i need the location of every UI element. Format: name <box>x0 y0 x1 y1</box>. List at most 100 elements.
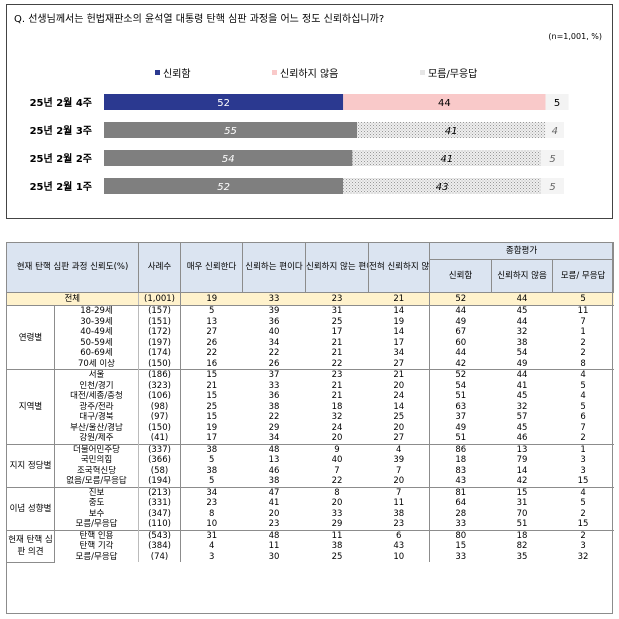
cell-summary-trust: 67 <box>429 327 492 338</box>
cell-summary-unknown: 5 <box>580 380 586 391</box>
row-n: (150) <box>138 422 182 433</box>
row-n: (543) <box>138 529 182 541</box>
cell-summary-unknown: 4 <box>552 486 614 498</box>
row-n: (151) <box>138 316 182 327</box>
cell-very-trust: 15 <box>180 369 243 381</box>
cell-somewhat-distrust: 7 <box>334 465 340 476</box>
row-label: 대전/세종/충청 <box>53 391 139 402</box>
cell-not-at-all: 21 <box>368 369 430 381</box>
cell-summary-distrust: 51 <box>516 519 528 529</box>
cell-very-trust: 38 <box>180 443 243 455</box>
crosstab-table: 현재 탄핵 심판 과정 신뢰도(%) 사례수 매우 신뢰한다 신뢰하는 편이다 … <box>5 242 615 563</box>
bar-unknown <box>541 178 564 194</box>
data-label-distrust: 44 <box>438 98 451 109</box>
cell-summary-unknown: 7 <box>580 316 586 327</box>
bar-trust <box>104 122 357 138</box>
cell-summary-unknown: 11 <box>552 305 614 317</box>
row-n: (172) <box>138 327 182 338</box>
total-very-trust: 19 <box>180 292 243 306</box>
cell-somewhat-trust: 39 <box>242 305 306 317</box>
row-n: (347) <box>138 508 182 519</box>
table-row: 보수 (347) 8 20 33 38 28 70 2 <box>7 508 614 519</box>
row-n: (58) <box>138 465 182 476</box>
cell-summary-distrust: 54 <box>516 348 528 358</box>
cell-summary-unknown: 15 <box>577 519 589 529</box>
cell-summary-distrust: 44 <box>516 316 528 327</box>
total-summary-unknown: 5 <box>552 292 614 306</box>
table-body: 전체 (1,001) 19 33 23 21 52 44 5 연령별 18-29세 (157) 5 39 3… <box>6 292 614 563</box>
header-n: 사례수 <box>138 242 182 293</box>
cell-somewhat-trust: 46 <box>268 465 280 476</box>
table-row: 40-49세 (172) 27 40 17 14 67 32 1 <box>7 327 614 338</box>
table-row: 국민의힘 (366) 5 13 40 39 18 79 3 <box>7 455 614 466</box>
bar-distrust <box>343 178 541 194</box>
cell-somewhat-distrust: 25 <box>331 316 343 327</box>
cell-somewhat-trust: 30 <box>268 551 280 562</box>
cell-not-at-all: 7 <box>368 486 430 498</box>
cell-somewhat-distrust: 9 <box>305 443 369 455</box>
bar-trust <box>104 178 344 194</box>
header-summary-trust: 신뢰함 <box>429 259 493 293</box>
cell-summary-unknown: 7 <box>580 422 586 433</box>
header-summary: 종합평가 <box>429 242 615 260</box>
cell-not-at-all: 39 <box>393 455 405 465</box>
cell-somewhat-trust: 38 <box>268 476 280 486</box>
cell-summary-distrust: 14 <box>516 465 528 476</box>
bar-distrust <box>352 150 541 166</box>
table-row: 강원/제주 (41) 17 34 20 27 51 46 2 <box>7 433 614 444</box>
cell-summary-trust: 80 <box>429 529 492 541</box>
row-label: 탄핵 기각 <box>53 541 139 552</box>
cell-somewhat-trust: 22 <box>268 412 280 422</box>
question-text: Q. 선생님께서는 헌법재판소의 윤석열 대통령 탄핵 심판 과정을 어느 정도… <box>14 14 385 25</box>
cell-not-at-all: 14 <box>393 327 405 337</box>
cell-very-trust: 13 <box>206 316 218 327</box>
cell-somewhat-trust: 36 <box>268 391 280 401</box>
row-label: 모름/무응답 <box>53 551 139 562</box>
cell-somewhat-distrust: 31 <box>305 305 369 317</box>
legend-label-unknown: 모름/무응답 <box>428 69 478 80</box>
row-label: 광주/전라 <box>53 401 139 412</box>
cell-somewhat-distrust: 25 <box>331 551 343 562</box>
table-row: 이념 성향별 진보 (213) 34 47 8 7 81 15 4 <box>6 486 614 531</box>
row-n: (186) <box>138 369 182 381</box>
cell-summary-trust: 49 <box>429 422 492 433</box>
total-summary-trust: 52 <box>429 292 492 306</box>
cell-very-trust: 15 <box>206 412 218 422</box>
cell-summary-trust: 81 <box>429 486 492 498</box>
category-label: 25년 2월 2주 <box>30 152 92 165</box>
cell-somewhat-distrust: 20 <box>331 433 343 443</box>
cell-very-trust: 10 <box>206 519 218 529</box>
cell-summary-distrust: 45 <box>516 391 528 401</box>
cell-somewhat-distrust: 22 <box>331 476 343 486</box>
data-label-distrust: 43 <box>436 182 449 193</box>
row-n: (323) <box>138 380 182 391</box>
cell-summary-trust: 18 <box>429 455 492 466</box>
cell-summary-trust: 49 <box>429 316 492 327</box>
cell-somewhat-distrust: 18 <box>331 401 343 412</box>
table-row: 연령별 18-29세 (157) 5 39 31 14 44 45 11 <box>6 305 614 370</box>
cell-summary-trust: 86 <box>429 443 492 455</box>
total-n: (1,001) <box>138 292 182 306</box>
cell-somewhat-trust: 37 <box>242 369 306 381</box>
row-n: (98) <box>138 401 182 412</box>
table-row: 중도 (331) 23 41 20 11 64 31 5 <box>7 498 614 509</box>
row-label: 40-49세 <box>53 327 139 338</box>
cell-very-trust: 16 <box>206 358 218 369</box>
bar-trust <box>104 150 353 166</box>
cell-very-trust: 4 <box>209 541 215 551</box>
cell-summary-distrust: 49 <box>516 358 528 369</box>
cell-somewhat-trust: 34 <box>268 337 280 348</box>
cell-summary-distrust: 35 <box>516 551 528 562</box>
cell-somewhat-trust: 47 <box>242 486 306 498</box>
cell-summary-trust: 33 <box>429 551 492 562</box>
cell-very-trust: 27 <box>206 327 218 337</box>
cell-not-at-all: 14 <box>368 305 430 317</box>
total-summary-distrust: 44 <box>491 292 553 306</box>
cell-summary-unknown: 3 <box>580 465 586 476</box>
cell-not-at-all: 25 <box>393 412 405 422</box>
legend-item-unknown: 모름/무응답 <box>420 65 477 80</box>
bar-trust <box>104 94 344 110</box>
cell-very-trust: 22 <box>206 348 218 358</box>
chart-panel: Q. 선생님께서는 헌법재판소의 윤석열 대통령 탄핵 심판 과정을 어느 정도… <box>6 4 613 219</box>
